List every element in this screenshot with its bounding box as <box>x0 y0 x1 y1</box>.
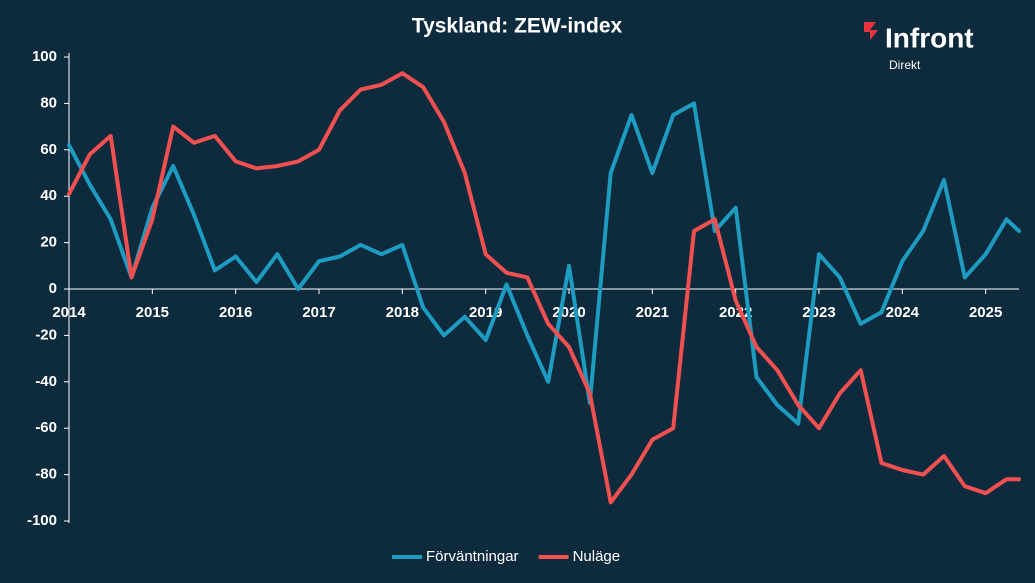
series-line <box>67 71 1021 505</box>
x-tick-label: 2020 <box>552 304 585 321</box>
logo-icon <box>864 22 878 40</box>
x-tick-label: 2015 <box>136 304 169 321</box>
chart-title: Tyskland: ZEW-index <box>412 15 623 38</box>
x-tick-label: 2017 <box>302 304 335 321</box>
logo-name: Infront <box>885 22 974 53</box>
x-tick-label: 2021 <box>636 304 669 321</box>
x-tick-label: 2023 <box>802 304 835 321</box>
series-line <box>67 101 1021 426</box>
y-tick-label: -100 <box>27 512 57 529</box>
x-tick-label: 2025 <box>969 304 1002 321</box>
y-tick-label: -60 <box>35 419 57 436</box>
y-tick-label: -40 <box>35 373 57 390</box>
y-tick-label: -20 <box>35 326 57 343</box>
y-tick-label: 60 <box>40 141 57 158</box>
logo-sub: Direkt <box>889 58 921 72</box>
x-tick-label: 2014 <box>52 304 86 321</box>
y-tick-label: 0 <box>49 280 57 297</box>
x-tick-label: 2024 <box>886 304 920 321</box>
x-tick-label: 2018 <box>386 304 419 321</box>
legend-label: Nuläge <box>573 548 621 565</box>
y-tick-label: -80 <box>35 466 57 483</box>
y-tick-label: 100 <box>32 48 57 65</box>
y-tick-label: 40 <box>40 187 57 204</box>
legend-label: Förväntningar <box>426 548 519 565</box>
x-tick-label: 2016 <box>219 304 252 321</box>
y-tick-label: 80 <box>40 94 57 111</box>
y-tick-label: 20 <box>40 234 57 251</box>
